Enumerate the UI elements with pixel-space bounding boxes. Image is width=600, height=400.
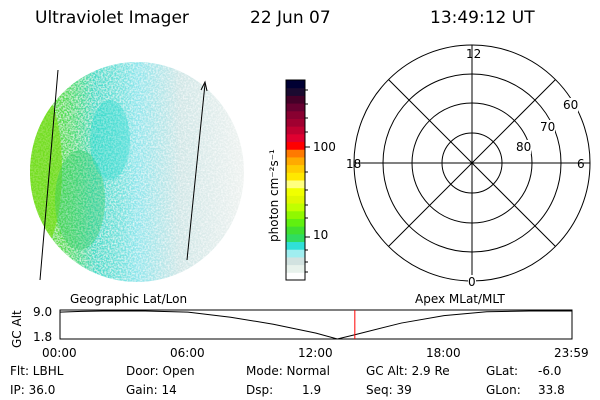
colorbar-band [286,103,305,112]
colorbar-band [286,141,305,150]
filter-status: Flt: LBHL [10,364,64,378]
instrument-title: Ultraviolet Imager [35,8,189,28]
colorbar-band [286,233,305,243]
glon-value: 33.8 [538,383,565,397]
door-status: Door: Open [126,364,195,378]
plot-frame [59,309,573,340]
colorbar-band [286,180,305,189]
colorbar-band [286,187,305,196]
colorbar-band [286,126,305,135]
polar-label-18: 18 [346,157,362,171]
polar-ring-70: 70 [540,120,556,134]
dsp-value: 1.9 [302,383,322,397]
seq-status: Seq: 39 [366,383,412,397]
colorbar-band [286,164,305,173]
colorbar-band [286,249,305,258]
earth-image [30,62,244,282]
colorbar-band [286,195,305,204]
colorbar-band [286,156,305,166]
colorbar-tick-100: 100 [313,140,336,154]
polar-label-0: 0 [468,275,476,289]
colorbar-band [286,218,305,227]
polar-grid [353,44,591,282]
x-tick-3: 18:00 [426,346,461,360]
ip-status: IP: 36.0 [10,383,56,397]
colorbar-tick-10: 10 [313,228,329,242]
glat-value: -6.0 [538,364,562,378]
arrow-icon [200,80,208,92]
colorbar-band [286,241,305,250]
colorbar-band [286,133,305,143]
x-tick-0: 00:00 [42,346,77,360]
colorbar-band [286,110,305,119]
time-label: 13:49:12 UT [430,8,535,28]
colorbar-band [286,149,305,158]
orbit-track-line [39,69,59,281]
y-tick-bottom: 1.8 [33,330,53,344]
glat-label: GLat: [486,364,519,378]
altitude-line [59,310,572,340]
colorbar-band [286,172,305,181]
polar-ring-60: 60 [563,98,579,112]
x-tick-2: 12:00 [298,346,333,360]
colorbar-band [286,210,305,219]
gc-alt-status: GC Alt: 2.9 Re [366,364,450,378]
dsp-label: Dsp: [246,383,274,397]
polar-label-12: 12 [466,47,482,61]
colorbar-band [286,203,305,212]
glon-label: GLon: [486,383,521,397]
date-label: 22 Jun 07 [250,8,331,28]
colorbar-band [286,87,305,96]
colorbar-band [286,95,305,104]
polar-label-6: 6 [577,157,585,171]
colorbar-frame [285,79,306,281]
y-axis-label: GC Alt [10,310,24,348]
x-tick-4: 23:59 [554,346,589,360]
apex-label: Apex MLat/MLT [415,292,505,306]
altitude-plot [59,309,573,340]
gain-status: Gain: 14 [126,383,177,397]
polar-ring-80: 80 [516,140,532,154]
y-tick-top: 9.0 [33,305,53,319]
colorbar-band [286,256,305,266]
colorbar-band [286,118,305,127]
colorbar-band [286,80,305,89]
colorbar-band [286,264,305,273]
terminator-line [186,83,206,261]
geographic-label: Geographic Lat/Lon [70,292,188,306]
colorbar-label: photon cm⁻²s⁻¹ [267,149,281,242]
colorbar-band [286,272,305,281]
x-tick-1: 06:00 [170,346,205,360]
colorbar-band [286,226,305,235]
mode-status: Mode: Normal [246,364,330,378]
colorbar [285,79,310,281]
